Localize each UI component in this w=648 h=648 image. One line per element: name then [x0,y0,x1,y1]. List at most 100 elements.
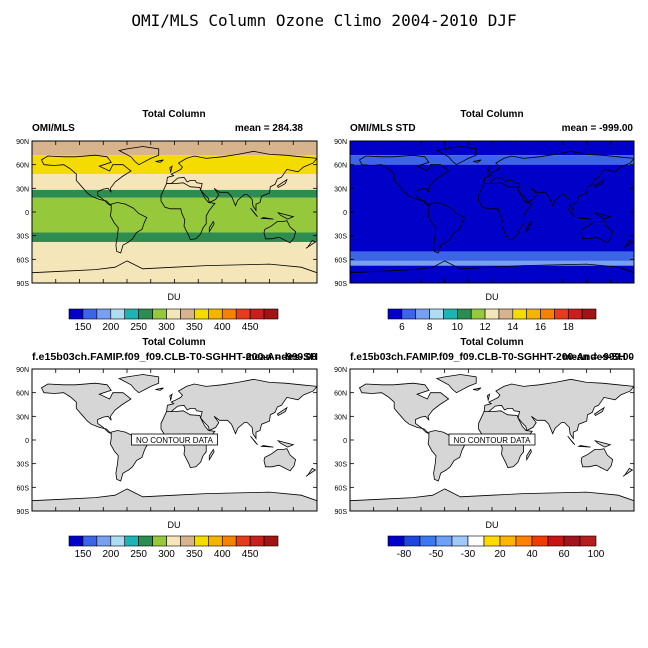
colorbar-box [531,535,549,547]
colorbar-tick-label: 200 [102,549,119,560]
y-tick-label: 90S [17,509,30,516]
coastline [622,467,634,477]
coastline [263,448,297,472]
y-tick-label: 30N [16,414,29,421]
coastline [483,150,634,212]
colorbar-box [194,535,209,547]
coastline [155,159,164,163]
colorbar-tick-label: 250 [130,322,147,333]
colorbar-box [498,308,514,320]
colorbar-box [547,535,565,547]
panel-right-label: mean = 284.38 [235,123,304,134]
coastline [250,435,258,445]
colorbar-box [579,535,597,547]
coastline [473,387,482,391]
colorbar-tick-label: 350 [186,322,203,333]
coastline [109,202,148,254]
colorbar-box [138,308,153,320]
colorbar-box [567,308,583,320]
colorbar-box [235,308,251,320]
colorbar-tick-label: 14 [507,322,519,333]
colorbar-tick-label: -80 [397,549,412,560]
y-tick-label: 60N [334,163,347,170]
map-area [32,141,317,283]
colorbar [68,308,279,320]
coastline [350,260,634,283]
y-tick-label: 90N [16,139,29,146]
colorbar-box [554,308,569,320]
coastline [435,146,477,166]
colorbar-box [152,535,167,547]
colorbar-box [110,535,126,547]
y-tick-label: 60N [16,391,29,398]
y-tick-label: 30N [334,186,347,193]
no-data-box [448,433,536,446]
colorbar-box [526,308,541,320]
colorbar-box [457,308,472,320]
colorbar-box [96,535,112,547]
y-tick-label: 60S [17,485,30,492]
colorbar-box [581,308,597,320]
y-tick-label: 90S [17,281,30,288]
panel-title: Total Column [142,337,205,348]
colorbar-box [124,308,139,320]
colorbar-box [82,308,98,320]
coastline [166,378,317,440]
y-tick-label: 90N [334,139,347,146]
colorbar-tick-label: 300 [158,322,175,333]
y-tick-label: 60S [335,257,348,264]
colorbar-label: DU [168,292,181,302]
panel-left-label: f.e15b03ch.FAMIP.f09_f09.CLB-T0-SGHHT-20… [350,352,632,363]
panel-2: 90N 60N 30N 0 30S 60S 90S Total Column OMI/MLS S… [334,109,635,333]
no-data-text: NO CONTOUR DATA [454,436,532,445]
colorbar-box [484,308,500,320]
coastline [593,212,612,220]
colorbar-tick-label: 400 [214,322,231,333]
panel-left-label: f.e15b03ch.FAMIP.f09_f09.CLB-T0-SGHHT-20… [32,352,318,363]
coastline [40,154,132,207]
coastline [594,178,605,189]
panel-title: Total Column [460,337,523,348]
y-tick-label: 30S [17,234,30,241]
coastline [117,146,160,166]
colorbar-tick-label: 18 [563,322,575,333]
coastline [250,207,258,217]
colorbar-tick-label: 450 [242,322,259,333]
colorbar [387,535,597,547]
colorbar-box [512,308,527,320]
colorbar-tick-label: 400 [214,549,231,560]
colorbar-tick-label: 8 [427,322,433,333]
y-tick-label: 30N [16,186,29,193]
colorbar-box [208,308,223,320]
colorbar-box [435,535,453,547]
figure-title: OMI/MLS Column Ozone Climo 2004-2010 DJF [131,11,516,30]
map-area [350,141,634,283]
contour-band [350,164,634,252]
y-tick-label: 60N [334,391,347,398]
coastline [483,378,634,440]
colorbar-tick-label: -50 [429,549,444,560]
colorbar-tick-label: 20 [494,549,506,560]
panel-title: Total Column [142,109,205,120]
colorbar-tick-label: 200 [102,322,119,333]
colorbar-tick-label: 16 [535,322,547,333]
y-tick-label: 90S [335,281,348,288]
colorbar-tick-label: 350 [186,549,203,560]
coastline [594,406,605,417]
colorbar-box [540,308,555,320]
colorbar [387,308,597,320]
contour-band [32,174,317,190]
colorbar-box [263,308,279,320]
coastline [526,448,532,462]
colorbar-box [387,308,403,320]
coastline [169,165,173,173]
coastline [567,207,576,217]
colorbar-box [68,308,84,320]
coastline [580,220,614,244]
colorbar-box [483,535,501,547]
coastline [208,220,215,234]
colorbar-box [166,308,181,320]
coastline [478,182,533,241]
colorbar-box [221,535,237,547]
